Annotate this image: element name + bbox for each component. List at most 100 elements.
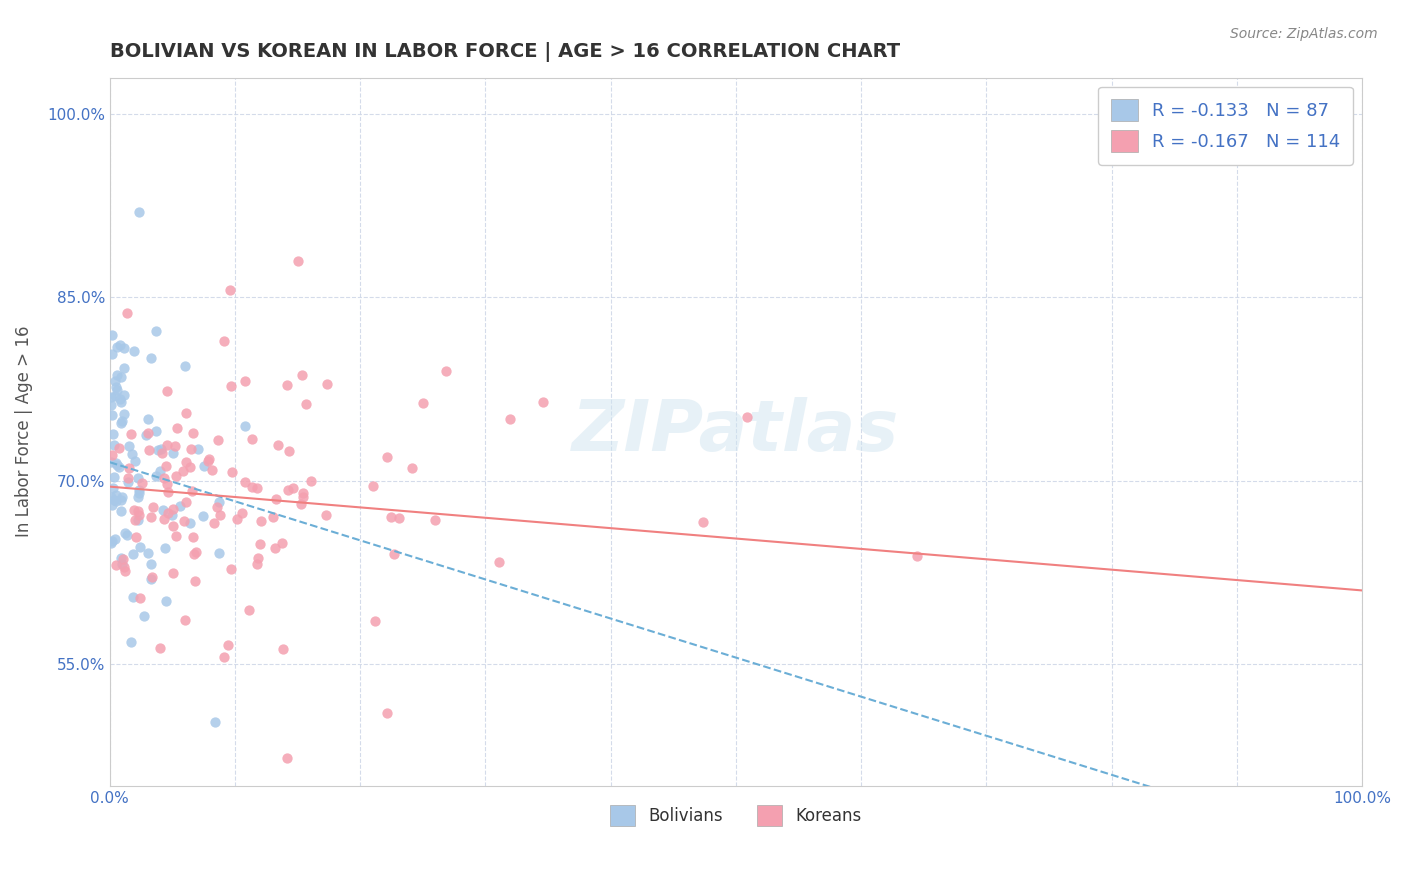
- Point: [315, 376, 337, 391]
- Point: [128, 483, 150, 497]
- Point: [271, 641, 294, 656]
- Point: [127, 504, 149, 518]
- Point: [205, 500, 228, 514]
- Point: [150, 446, 173, 460]
- Point: [276, 378, 298, 392]
- Point: [240, 432, 263, 446]
- Point: [112, 407, 135, 421]
- Point: [375, 706, 398, 720]
- Point: [122, 591, 145, 605]
- Point: [204, 715, 226, 730]
- Point: [127, 470, 149, 484]
- Text: BOLIVIAN VS KOREAN IN LABOR FORCE | AGE > 16 CORRELATION CHART: BOLIVIAN VS KOREAN IN LABOR FORCE | AGE …: [110, 42, 900, 62]
- Point: [105, 380, 128, 394]
- Point: [165, 469, 187, 483]
- Point: [125, 530, 148, 544]
- Point: [101, 498, 124, 512]
- Point: [382, 547, 405, 561]
- Point: [118, 439, 141, 453]
- Point: [104, 488, 127, 502]
- Point: [110, 492, 132, 507]
- Point: [100, 328, 122, 343]
- Point: [124, 513, 146, 527]
- Point: [166, 421, 188, 435]
- Point: [111, 558, 134, 572]
- Point: [191, 509, 214, 524]
- Point: [361, 479, 384, 493]
- Point: [208, 508, 231, 522]
- Point: [204, 516, 226, 531]
- Point: [291, 490, 314, 504]
- Point: [162, 446, 184, 460]
- Point: [131, 476, 153, 491]
- Legend: Bolivians, Koreans: Bolivians, Koreans: [602, 797, 870, 834]
- Point: [110, 416, 132, 430]
- Point: [531, 395, 554, 409]
- Point: [174, 495, 197, 509]
- Point: [112, 560, 135, 574]
- Point: [115, 306, 138, 320]
- Point: [290, 497, 312, 511]
- Point: [219, 379, 242, 393]
- Point: [179, 516, 201, 530]
- Point: [129, 541, 152, 555]
- Point: [114, 388, 136, 402]
- Point: [179, 459, 201, 474]
- Point: [120, 426, 142, 441]
- Point: [100, 490, 122, 504]
- Point: [277, 483, 299, 498]
- Y-axis label: In Labor Force | Age > 16: In Labor Force | Age > 16: [15, 326, 32, 538]
- Point: [108, 338, 131, 352]
- Point: [180, 442, 202, 457]
- Text: ZIPatlas: ZIPatlas: [572, 397, 900, 467]
- Point: [141, 570, 163, 584]
- Point: [174, 406, 197, 420]
- Point: [146, 443, 169, 458]
- Point: [138, 426, 160, 441]
- Point: [692, 515, 714, 529]
- Point: [145, 324, 167, 338]
- Point: [162, 502, 184, 516]
- Point: [181, 483, 204, 498]
- Point: [135, 427, 157, 442]
- Point: [221, 466, 243, 480]
- Point: [110, 504, 132, 518]
- Point: [283, 481, 305, 495]
- Point: [105, 368, 128, 383]
- Point: [139, 573, 162, 587]
- Point: [263, 541, 285, 555]
- Point: [155, 594, 177, 608]
- Point: [264, 491, 287, 506]
- Point: [100, 536, 122, 550]
- Point: [103, 438, 125, 452]
- Point: [108, 392, 131, 407]
- Point: [270, 536, 292, 550]
- Point: [100, 390, 122, 404]
- Point: [122, 343, 145, 358]
- Point: [101, 481, 124, 495]
- Point: [174, 359, 197, 373]
- Point: [197, 454, 219, 468]
- Point: [208, 546, 231, 560]
- Point: [212, 334, 235, 348]
- Point: [246, 481, 269, 495]
- Point: [149, 465, 172, 479]
- Point: [187, 442, 209, 456]
- Point: [117, 528, 139, 542]
- Point: [235, 374, 257, 388]
- Point: [295, 397, 318, 411]
- Point: [183, 547, 205, 561]
- Point: [111, 490, 134, 504]
- Point: [165, 439, 187, 453]
- Point: [108, 441, 131, 455]
- Point: [142, 500, 165, 514]
- Point: [120, 634, 142, 648]
- Point: [108, 459, 131, 474]
- Point: [105, 558, 128, 572]
- Point: [173, 514, 195, 528]
- Point: [315, 508, 337, 522]
- Point: [172, 464, 194, 478]
- Point: [425, 512, 447, 526]
- Point: [110, 369, 132, 384]
- Point: [101, 347, 124, 361]
